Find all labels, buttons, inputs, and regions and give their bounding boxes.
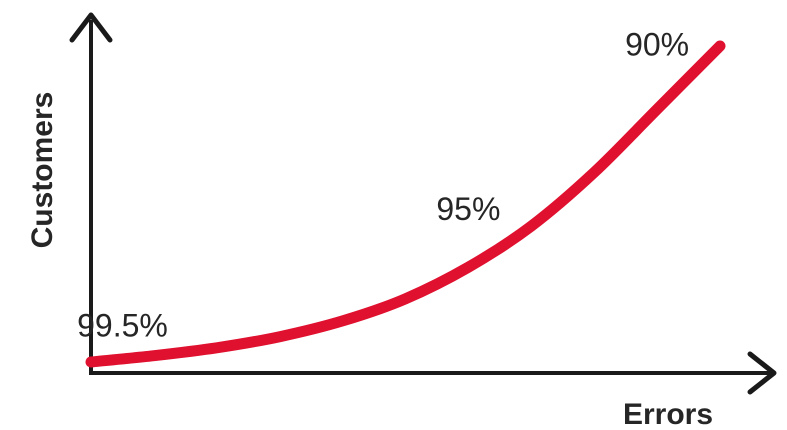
x-axis — [89, 351, 777, 395]
data-label: 99.5% — [77, 308, 168, 344]
y-axis — [69, 12, 113, 373]
data-labels: 99.5% 95% 90% — [77, 27, 689, 344]
y-axis-arrow-icon — [69, 12, 113, 43]
series-line — [85, 40, 726, 368]
data-label: 90% — [625, 27, 689, 63]
x-axis-arrow-icon — [747, 351, 777, 395]
y-axis-label: Customers — [26, 92, 59, 249]
data-label: 95% — [436, 191, 500, 227]
x-axis-label: Errors — [623, 398, 713, 430]
